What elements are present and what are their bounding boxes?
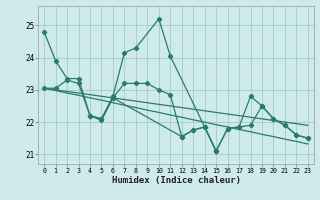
X-axis label: Humidex (Indice chaleur): Humidex (Indice chaleur) <box>111 176 241 185</box>
